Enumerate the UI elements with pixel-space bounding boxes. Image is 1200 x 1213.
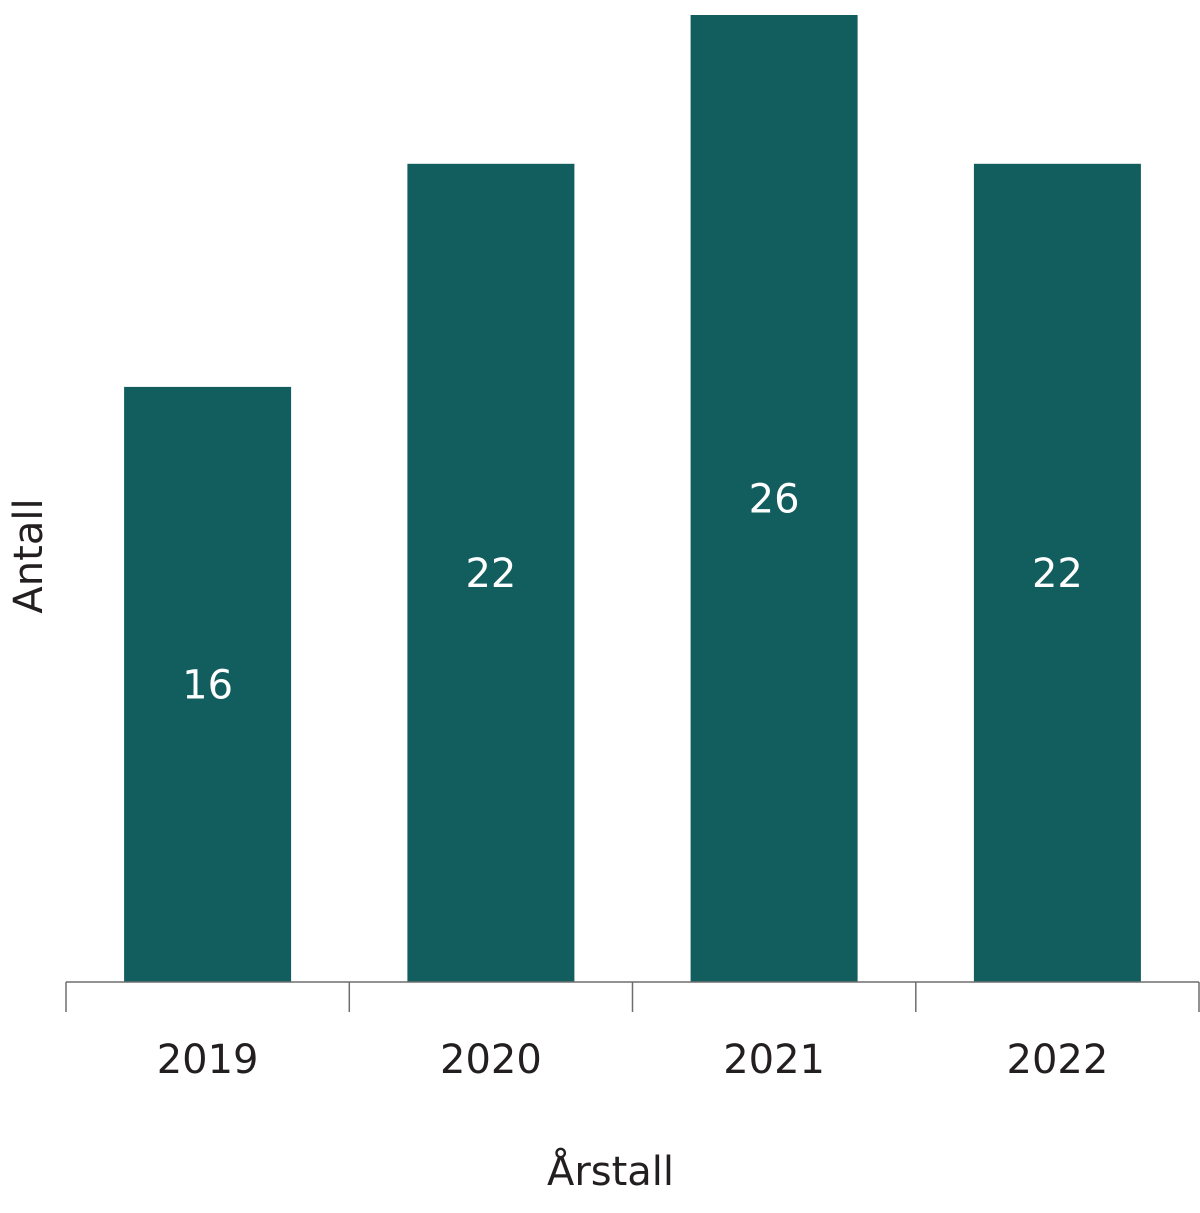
x-axis-tick-labels: 2019 2020 2021 2022 — [157, 1037, 1109, 1083]
tick-label-2022: 2022 — [1007, 1037, 1109, 1083]
data-label-2021: 26 — [749, 477, 800, 523]
bar-2022 — [973, 163, 1141, 983]
data-label-2022: 22 — [1032, 551, 1083, 597]
data-label-2020: 22 — [465, 551, 516, 597]
bars-group — [124, 15, 1141, 983]
tick-label-2021: 2021 — [723, 1037, 825, 1083]
bar-2019 — [124, 386, 292, 982]
bar-2021 — [690, 15, 858, 982]
tick-label-2019: 2019 — [157, 1037, 259, 1083]
x-axis-ticks — [65, 982, 1200, 1012]
bar-2020 — [407, 163, 575, 983]
y-axis-title: Antall — [6, 498, 52, 613]
data-label-2019: 16 — [182, 663, 233, 709]
x-axis-title: Årstall — [547, 1147, 674, 1195]
tick-label-2020: 2020 — [440, 1037, 542, 1083]
value-labels-group: 16 22 26 22 — [182, 477, 1083, 709]
